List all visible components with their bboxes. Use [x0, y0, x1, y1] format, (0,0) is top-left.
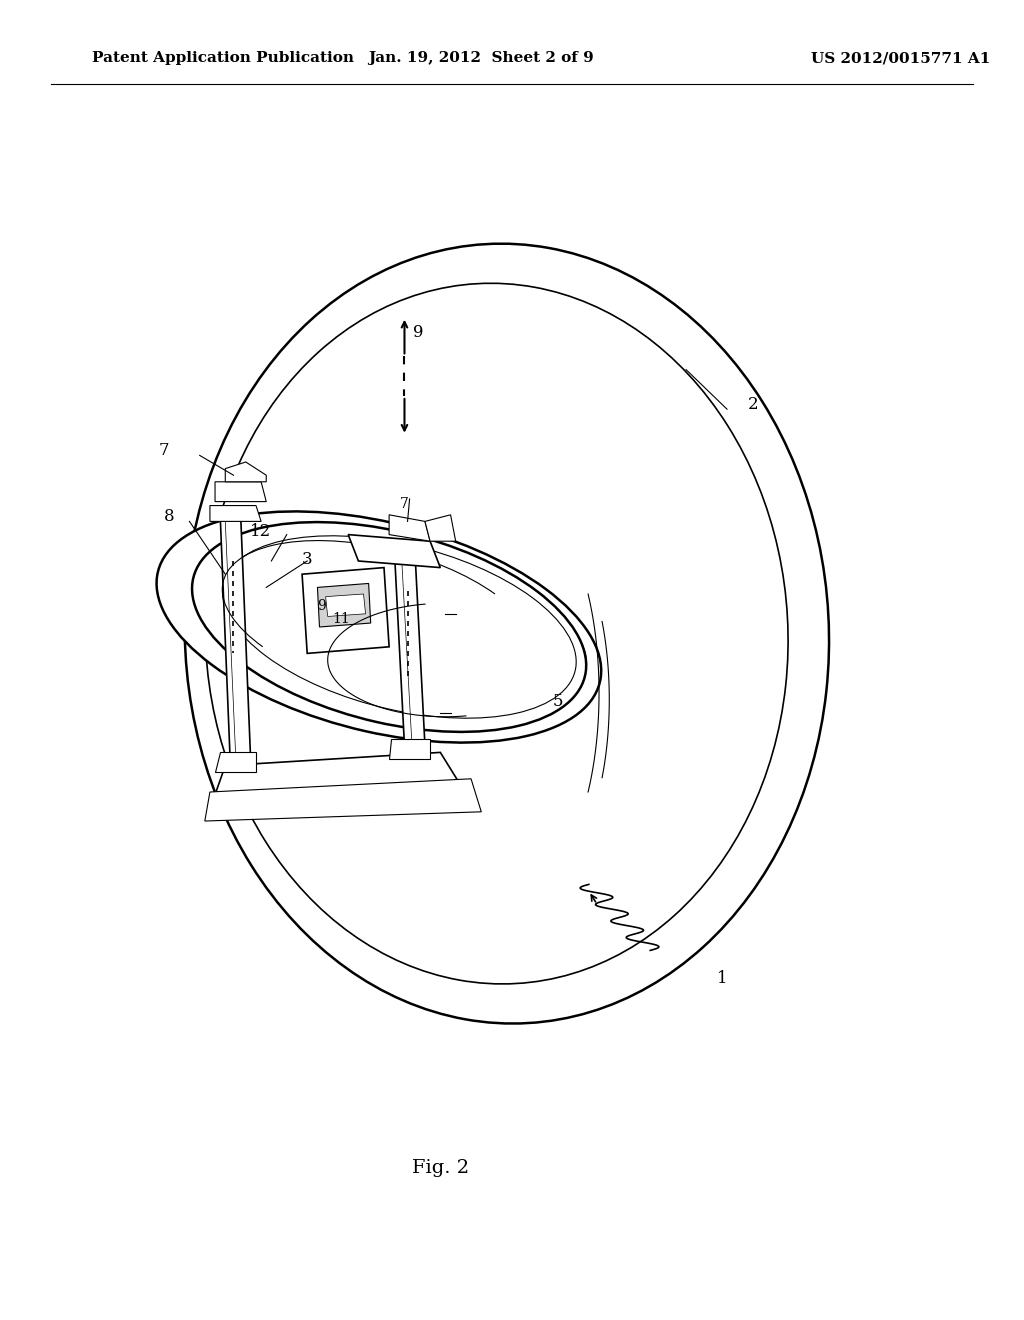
- Text: 12: 12: [250, 523, 271, 540]
- Ellipse shape: [314, 572, 556, 696]
- Ellipse shape: [354, 587, 537, 680]
- Ellipse shape: [193, 523, 586, 731]
- Text: US 2012/0015771 A1: US 2012/0015771 A1: [811, 51, 991, 65]
- Polygon shape: [215, 482, 266, 502]
- Polygon shape: [326, 594, 366, 616]
- Text: Patent Application Publication: Patent Application Publication: [92, 51, 354, 65]
- Polygon shape: [317, 583, 371, 627]
- Polygon shape: [215, 752, 256, 772]
- Ellipse shape: [227, 543, 571, 711]
- Text: 9: 9: [413, 323, 423, 341]
- Polygon shape: [425, 515, 456, 541]
- Text: 7: 7: [400, 498, 409, 511]
- Polygon shape: [302, 568, 389, 653]
- Polygon shape: [215, 752, 461, 795]
- Ellipse shape: [222, 536, 577, 718]
- Polygon shape: [225, 462, 266, 482]
- Ellipse shape: [157, 511, 601, 743]
- Polygon shape: [220, 515, 251, 766]
- Ellipse shape: [205, 284, 788, 983]
- Text: 11: 11: [333, 612, 350, 626]
- Text: 2: 2: [748, 396, 758, 413]
- Text: 5: 5: [553, 693, 563, 710]
- Polygon shape: [394, 548, 425, 746]
- Polygon shape: [389, 739, 430, 759]
- Text: Jan. 19, 2012  Sheet 2 of 9: Jan. 19, 2012 Sheet 2 of 9: [369, 51, 594, 65]
- Text: 9: 9: [317, 599, 327, 612]
- Polygon shape: [205, 779, 481, 821]
- Text: 1: 1: [717, 970, 727, 987]
- Polygon shape: [348, 535, 440, 568]
- Text: 7: 7: [159, 442, 169, 459]
- Polygon shape: [210, 506, 261, 521]
- Text: 8: 8: [164, 508, 174, 525]
- Polygon shape: [389, 515, 430, 541]
- Text: Fig. 2: Fig. 2: [412, 1159, 469, 1177]
- Text: 3: 3: [302, 550, 312, 568]
- Ellipse shape: [212, 532, 587, 722]
